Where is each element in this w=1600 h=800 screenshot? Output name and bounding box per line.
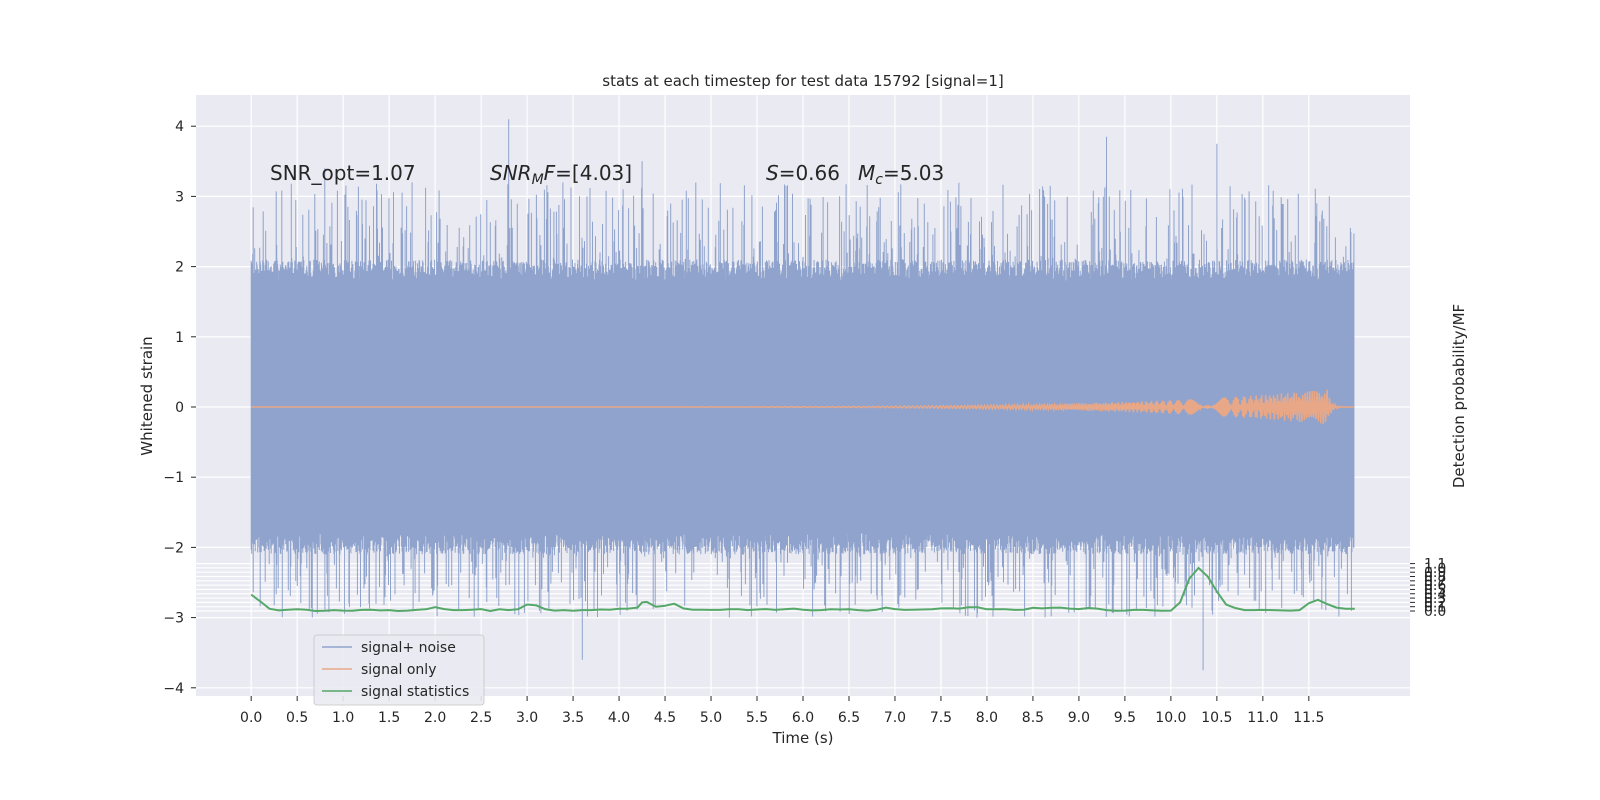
signal-statistics-series xyxy=(250,566,1355,613)
y-tick-label: −3 xyxy=(163,611,184,627)
legend-label-signal: signal only xyxy=(361,662,436,678)
stats-line xyxy=(250,566,1355,613)
legend: signal+ noise signal only signal statist… xyxy=(313,634,485,706)
x-tick-label: 5.5 xyxy=(746,710,768,726)
x-tick-label: 9.0 xyxy=(1068,710,1090,726)
x-tick-label: 7.0 xyxy=(884,710,906,726)
x-tick-label: 6.0 xyxy=(792,710,814,726)
x-tick-label: 4.0 xyxy=(608,710,630,726)
x-tick-label: 5.0 xyxy=(700,710,722,726)
y-tick-label: −4 xyxy=(163,681,184,697)
y-right-tick-label: 0.4 xyxy=(1424,587,1446,603)
x-tick-label: 8.0 xyxy=(976,710,998,726)
x-tick-label: 10.0 xyxy=(1155,710,1186,726)
y-right-tick-label: 0.0 xyxy=(1424,604,1446,620)
x-tick-label: 2.5 xyxy=(470,710,492,726)
x-tick-label: 4.5 xyxy=(654,710,676,726)
annotation-snr-mf: SNRMF=[4.03] xyxy=(490,161,632,188)
y-right-tick-label: 0.9 xyxy=(1424,565,1446,581)
x-tick-label: 7.5 xyxy=(930,710,952,726)
signal-trace xyxy=(251,389,1354,425)
annotation-snr-opt: SNR_opt=1.07 xyxy=(270,161,416,185)
y-right-tick-label: 0.3 xyxy=(1424,591,1446,607)
y-axis-right: 1.11.00.90.80.70.60.50.40.30.20.10.0 xyxy=(1410,557,1446,620)
x-tick-label: 6.5 xyxy=(838,710,860,726)
y-right-tick-label: 0.1 xyxy=(1424,600,1446,616)
annotation-mc-value: Mc=5.03 xyxy=(858,161,944,188)
y-tick-label: −2 xyxy=(163,540,184,556)
y-tick-label: −1 xyxy=(163,470,184,486)
signal-only-series xyxy=(251,389,1354,425)
y-right-tick-label: 1.0 xyxy=(1424,561,1446,577)
x-tick-label: 9.5 xyxy=(1114,710,1136,726)
y-tick-label: 4 xyxy=(175,119,184,135)
y-right-tick-label: 1.1 xyxy=(1424,557,1446,573)
x-tick-label: 11.0 xyxy=(1247,710,1278,726)
y-tick-label: 2 xyxy=(175,260,184,276)
annotation-s-value: S=0.66 xyxy=(766,161,840,185)
x-tick-label: 11.5 xyxy=(1293,710,1324,726)
x-tick-label: 1.5 xyxy=(378,710,400,726)
y-right-tick-label: 0.8 xyxy=(1424,570,1446,586)
y-tick-label: 1 xyxy=(175,330,184,346)
x-axis: 0.0 0.5 1.0 1.5 2.0 2.5 3.0 3.5 4.0 4.5 5.0 5.5 6.0 6… xyxy=(240,696,1324,726)
y-axis-left: 4 3 2 1 0 −1 −2 −3 −4 xyxy=(163,119,196,697)
y-axis-label-right: Detection probability/MF xyxy=(1450,304,1468,488)
x-tick-label: 3.5 xyxy=(562,710,584,726)
y-right-tick-label: 0.2 xyxy=(1424,595,1446,611)
x-tick-label: 0.5 xyxy=(286,710,308,726)
x-tick-label: 1.0 xyxy=(332,710,354,726)
x-tick-label: 3.0 xyxy=(516,710,538,726)
y-tick-label: 3 xyxy=(175,189,184,205)
x-axis-label: Time (s) xyxy=(772,729,834,747)
chart-title: stats at each timestep for test data 157… xyxy=(602,72,1003,90)
y-axis-label-left: Whitened strain xyxy=(138,336,156,455)
y-tick-label: 0 xyxy=(175,400,184,416)
y-right-tick-label: 0.7 xyxy=(1424,574,1446,590)
legend-label-stats: signal statistics xyxy=(361,684,469,700)
y-right-tick-label: 0.6 xyxy=(1424,578,1446,594)
x-tick-label: 2.0 xyxy=(424,710,446,726)
legend-label-noise: signal+ noise xyxy=(361,640,456,656)
x-tick-label: 8.5 xyxy=(1022,710,1044,726)
x-tick-label: 10.5 xyxy=(1201,710,1232,726)
y-right-tick-label: 0.5 xyxy=(1424,582,1446,598)
x-tick-label: 0.0 xyxy=(240,710,262,726)
